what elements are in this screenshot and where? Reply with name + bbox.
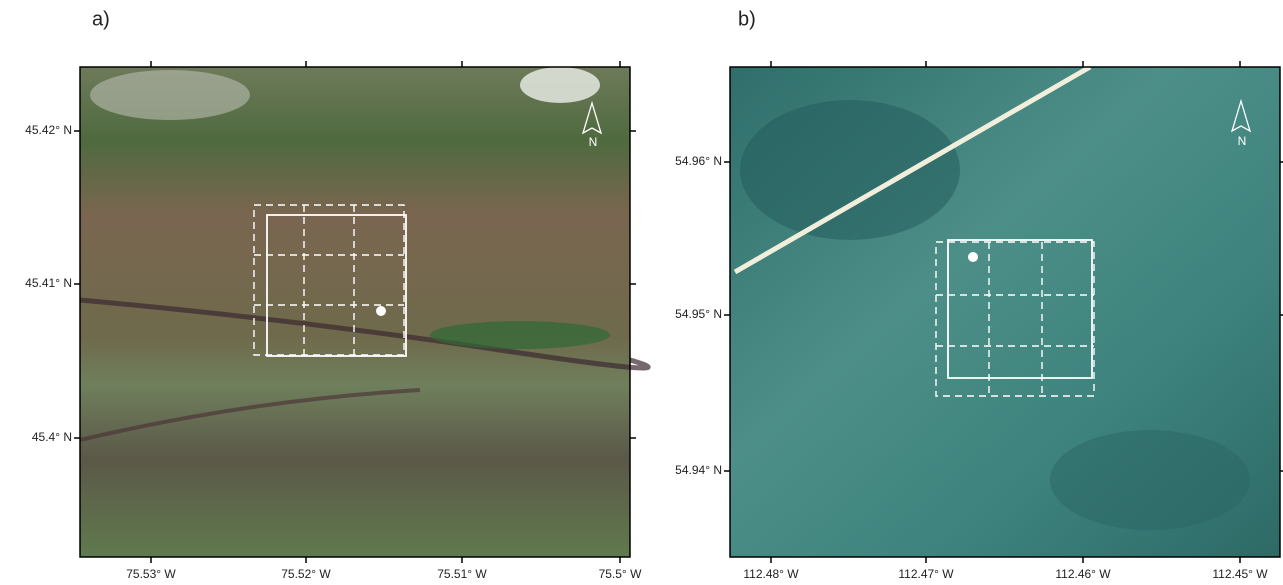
north-arrow-label: N	[589, 135, 598, 149]
x-tick-label: 112.45° W	[1212, 567, 1268, 581]
x-tick-label: 75.51° W	[437, 567, 487, 581]
map-a: N	[79, 66, 651, 558]
y-tick-label: 45.4° N	[32, 430, 72, 444]
x-tick-label: 75.5° W	[599, 567, 642, 581]
y-tick-label: 54.96° N	[675, 154, 722, 168]
x-tick-label: 112.48° W	[743, 567, 799, 581]
north-arrow-label: N	[1238, 134, 1247, 148]
panel-label: b)	[738, 8, 756, 30]
panel-label: a)	[92, 8, 110, 30]
y-tick-label: 45.41° N	[25, 276, 72, 290]
x-tick-label: 112.46° W	[1055, 567, 1111, 581]
y-tick-label: 45.42° N	[25, 123, 72, 137]
x-tick-label: 75.52° W	[281, 567, 331, 581]
y-tick-label: 54.94° N	[675, 463, 722, 477]
x-tick-label: 75.53° W	[126, 567, 176, 581]
y-tick-label: 54.95° N	[675, 307, 722, 321]
x-tick-label: 112.47° W	[898, 567, 954, 581]
map-b: N	[729, 64, 1281, 558]
